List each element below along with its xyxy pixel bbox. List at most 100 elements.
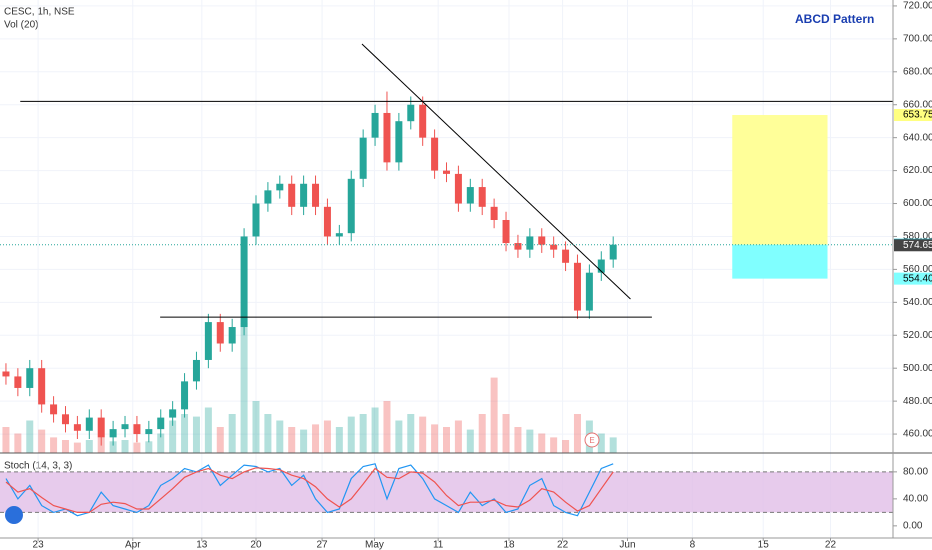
volume-bar bbox=[514, 427, 522, 453]
candle-body bbox=[431, 137, 439, 171]
candle-body bbox=[288, 183, 296, 207]
volume-bar bbox=[562, 440, 570, 453]
stoch-tick-label: 40.00 bbox=[903, 494, 928, 505]
candle-body bbox=[264, 190, 272, 204]
volume-bar bbox=[538, 433, 546, 453]
candle-body bbox=[478, 187, 486, 207]
x-tick-label: 27 bbox=[317, 540, 329, 550]
candle-body bbox=[252, 203, 260, 237]
volume-bar bbox=[228, 414, 236, 453]
stoch-tick-label: 0.00 bbox=[903, 520, 923, 531]
volume-bar bbox=[216, 427, 224, 453]
volume-bar bbox=[359, 414, 367, 453]
volume-bar bbox=[50, 437, 58, 453]
candle-body bbox=[395, 121, 403, 163]
volume-bar bbox=[109, 441, 117, 453]
x-tick-label: Apr bbox=[125, 540, 141, 550]
candle-body bbox=[204, 322, 212, 360]
y-tick-label: 480.00 bbox=[903, 396, 932, 407]
candle-body bbox=[14, 376, 22, 388]
volume-bar bbox=[38, 429, 46, 453]
volume-bar bbox=[61, 440, 69, 453]
volume-bar bbox=[335, 427, 343, 453]
volume-bar bbox=[264, 414, 272, 453]
volume-bar bbox=[526, 429, 534, 453]
candle-body bbox=[347, 178, 355, 234]
y-tick-label: 700.00 bbox=[903, 34, 932, 45]
candle-body bbox=[169, 409, 177, 418]
volume-bar bbox=[597, 433, 605, 453]
volume-bar bbox=[323, 420, 331, 453]
volume-bar bbox=[276, 420, 284, 453]
volume-bar bbox=[443, 427, 450, 453]
volume-bar bbox=[431, 424, 439, 453]
candle-body bbox=[109, 429, 117, 438]
candle-body bbox=[419, 104, 427, 138]
candle-body bbox=[562, 249, 570, 263]
candle-body bbox=[121, 424, 129, 430]
x-tick-label: 11 bbox=[433, 540, 444, 550]
volume-label: Vol (20) bbox=[4, 20, 38, 31]
volume-bar bbox=[502, 414, 510, 453]
candle-body bbox=[2, 371, 10, 377]
candle-body bbox=[300, 183, 308, 207]
candle-body bbox=[407, 104, 415, 122]
y-tick-label: 620.00 bbox=[903, 165, 932, 176]
volume-bar bbox=[73, 442, 81, 453]
volume-bar bbox=[466, 429, 474, 453]
volume-bar bbox=[347, 416, 355, 453]
y-tick-label: 580.00 bbox=[903, 231, 932, 242]
volume-bar bbox=[454, 420, 462, 453]
price-label: 574.65 bbox=[903, 240, 932, 251]
volume-bar bbox=[240, 323, 248, 453]
candle-body bbox=[50, 404, 58, 415]
volume-bar bbox=[252, 401, 260, 453]
candle-body bbox=[443, 170, 450, 174]
volume-bar bbox=[192, 416, 200, 453]
logo[interactable] bbox=[5, 506, 23, 524]
earnings-icon[interactable] bbox=[584, 432, 600, 448]
price-label: 554.40 bbox=[903, 273, 932, 284]
volume-bar bbox=[609, 437, 617, 453]
candle-body bbox=[133, 424, 141, 435]
candle-body bbox=[323, 206, 331, 237]
y-tick-label: 720.00 bbox=[903, 1, 932, 12]
candle-body bbox=[181, 381, 189, 410]
x-tick-label: 20 bbox=[250, 540, 262, 550]
volume-bar bbox=[204, 407, 212, 453]
candle-body bbox=[597, 259, 605, 273]
y-tick-label: 660.00 bbox=[903, 99, 932, 110]
volume-bar bbox=[478, 414, 486, 453]
x-tick-label: 22 bbox=[557, 540, 569, 550]
candle-body bbox=[240, 236, 248, 328]
candle-body bbox=[335, 233, 343, 237]
candle-body bbox=[573, 262, 581, 311]
x-tick-label: 18 bbox=[503, 540, 515, 550]
volume-bar bbox=[371, 407, 379, 453]
stop-zone bbox=[732, 244, 828, 279]
y-tick-label: 500.00 bbox=[903, 363, 932, 374]
volume-bar bbox=[85, 440, 93, 453]
candle-body bbox=[383, 112, 391, 163]
y-tick-label: 520.00 bbox=[903, 330, 932, 341]
candle-body bbox=[26, 368, 34, 388]
volume-bar bbox=[145, 441, 153, 453]
candle-body bbox=[371, 112, 379, 138]
x-tick-label: 22 bbox=[825, 540, 837, 550]
volume-bar bbox=[157, 433, 165, 453]
candle-body bbox=[216, 322, 224, 344]
candle-body bbox=[359, 137, 367, 179]
price-label-box bbox=[894, 272, 932, 285]
y-tick-label: 600.00 bbox=[903, 198, 932, 209]
candle-body bbox=[490, 206, 498, 220]
candle-body bbox=[454, 173, 462, 204]
volume-bar bbox=[26, 420, 34, 453]
trendline bbox=[361, 43, 631, 300]
volume-bar bbox=[169, 420, 177, 453]
price-label-box bbox=[894, 239, 932, 252]
y-tick-label: 460.00 bbox=[903, 429, 932, 440]
volume-bar bbox=[550, 437, 558, 453]
candle-body bbox=[61, 414, 69, 425]
y-tick-label: 640.00 bbox=[903, 132, 932, 143]
